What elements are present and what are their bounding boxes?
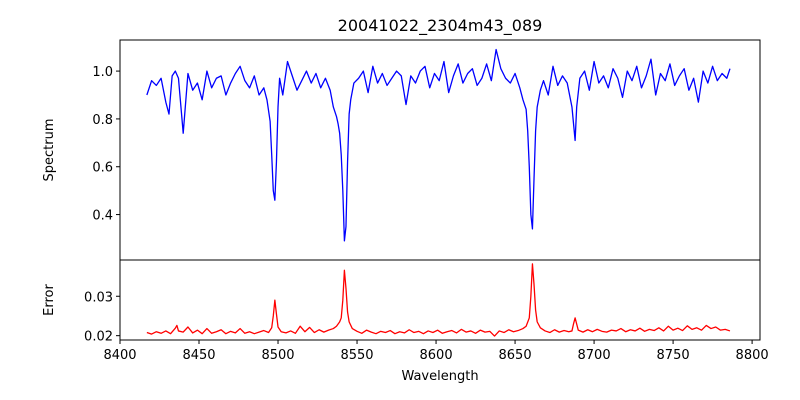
x-tick-label: 8450 [182,348,215,363]
spectrum-y-tick-label: 0.4 [92,209,113,224]
x-tick-label: 8700 [578,348,611,363]
error-series-group [146,263,731,337]
x-axis: 8400 8450 8500 8550 8600 8650 8700 8750 8800 [103,340,769,363]
chart-title: 20041022_2304m43_089 [338,16,543,36]
x-tick-label: 8650 [499,348,532,363]
error-axes-frame [119,259,761,341]
error-y-tick-label: 0.02 [84,330,113,345]
x-tick-label: 8800 [736,348,769,363]
error-series-line [146,263,731,337]
x-tick-label: 8400 [103,348,136,363]
x-axis-label: Wavelength [401,369,478,384]
spectrum-y-axis: 0.4 0.6 0.8 1.0 [92,65,120,224]
spectrum-y-tick-label: 0.6 [92,161,113,176]
x-tick-label: 8750 [657,348,690,363]
spectrum-y-tick-label: 0.8 [92,113,113,128]
spectrum-series-group [146,48,731,242]
x-tick-label: 8500 [261,348,294,363]
error-y-axis-label: Error [42,284,57,316]
error-y-axis: 0.02 0.03 [84,290,120,345]
spectrum-series-line [146,48,731,242]
error-y-tick-label: 0.03 [84,290,113,305]
x-tick-label: 8550 [340,348,373,363]
error-panel: 0.02 0.03 Error [42,259,761,345]
spectrum-y-tick-label: 1.0 [92,65,113,80]
spectrum-y-axis-label: Spectrum [42,119,57,182]
x-tick-label: 8600 [420,348,453,363]
